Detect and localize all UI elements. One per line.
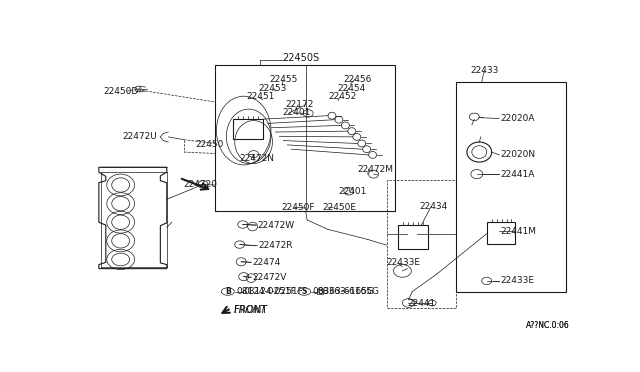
Bar — [486, 222, 515, 244]
Text: 22433: 22433 — [471, 66, 499, 75]
Text: 22472M: 22472M — [358, 165, 394, 174]
Bar — [317, 289, 323, 294]
Text: A??NC.0:06: A??NC.0:06 — [526, 321, 570, 330]
Text: 22441: 22441 — [408, 298, 436, 308]
Text: 22450E: 22450E — [322, 203, 356, 212]
Text: 22451: 22451 — [246, 92, 275, 101]
Bar — [399, 225, 428, 250]
Circle shape — [298, 288, 310, 295]
Text: 08124-0251F: 08124-0251F — [244, 287, 303, 296]
Bar — [387, 180, 456, 308]
Text: 22456: 22456 — [343, 74, 371, 83]
Text: 22474: 22474 — [253, 258, 281, 267]
Text: 22454: 22454 — [337, 84, 365, 93]
Text: B: B — [225, 287, 230, 296]
Text: 22433E: 22433E — [387, 259, 420, 267]
Text: 224720: 224720 — [183, 180, 217, 189]
Text: 22433E: 22433E — [500, 276, 534, 285]
Text: 22472U: 22472U — [122, 132, 157, 141]
Text: 22401: 22401 — [282, 108, 311, 117]
Text: 22441A: 22441A — [500, 170, 535, 179]
Text: 22450F: 22450F — [281, 203, 314, 212]
Circle shape — [221, 288, 234, 295]
Text: 22450: 22450 — [195, 140, 223, 150]
Text: 22441M: 22441M — [500, 227, 536, 236]
Text: 22172: 22172 — [286, 100, 314, 109]
Text: 22434: 22434 — [420, 202, 448, 211]
Text: 22453: 22453 — [259, 84, 287, 93]
Bar — [233, 119, 262, 139]
Text: 08363-6165G: 08363-6165G — [312, 287, 374, 296]
Text: 22020N: 22020N — [500, 150, 536, 160]
Bar — [456, 82, 566, 292]
Text: 22020A: 22020A — [500, 114, 535, 123]
Text: 08363-6165G: 08363-6165G — [317, 287, 379, 296]
Text: FRONT: FRONT — [234, 305, 267, 315]
Text: 22452: 22452 — [328, 92, 356, 101]
Text: 22472W: 22472W — [257, 221, 294, 230]
Text: 22450D: 22450D — [104, 87, 139, 96]
Text: 22472N: 22472N — [240, 154, 275, 163]
Text: 22455: 22455 — [269, 75, 298, 84]
Text: 08124-0251F: 08124-0251F — [236, 287, 296, 296]
Text: 22472R: 22472R — [259, 241, 293, 250]
Text: 22401: 22401 — [338, 187, 366, 196]
Text: S: S — [301, 287, 307, 296]
Text: FRONT: FRONT — [234, 305, 267, 315]
Bar — [215, 65, 395, 211]
Text: 22450S: 22450S — [282, 52, 319, 62]
Text: A??NC.0:06: A??NC.0:06 — [526, 321, 570, 330]
Text: 22472V: 22472V — [253, 273, 287, 282]
